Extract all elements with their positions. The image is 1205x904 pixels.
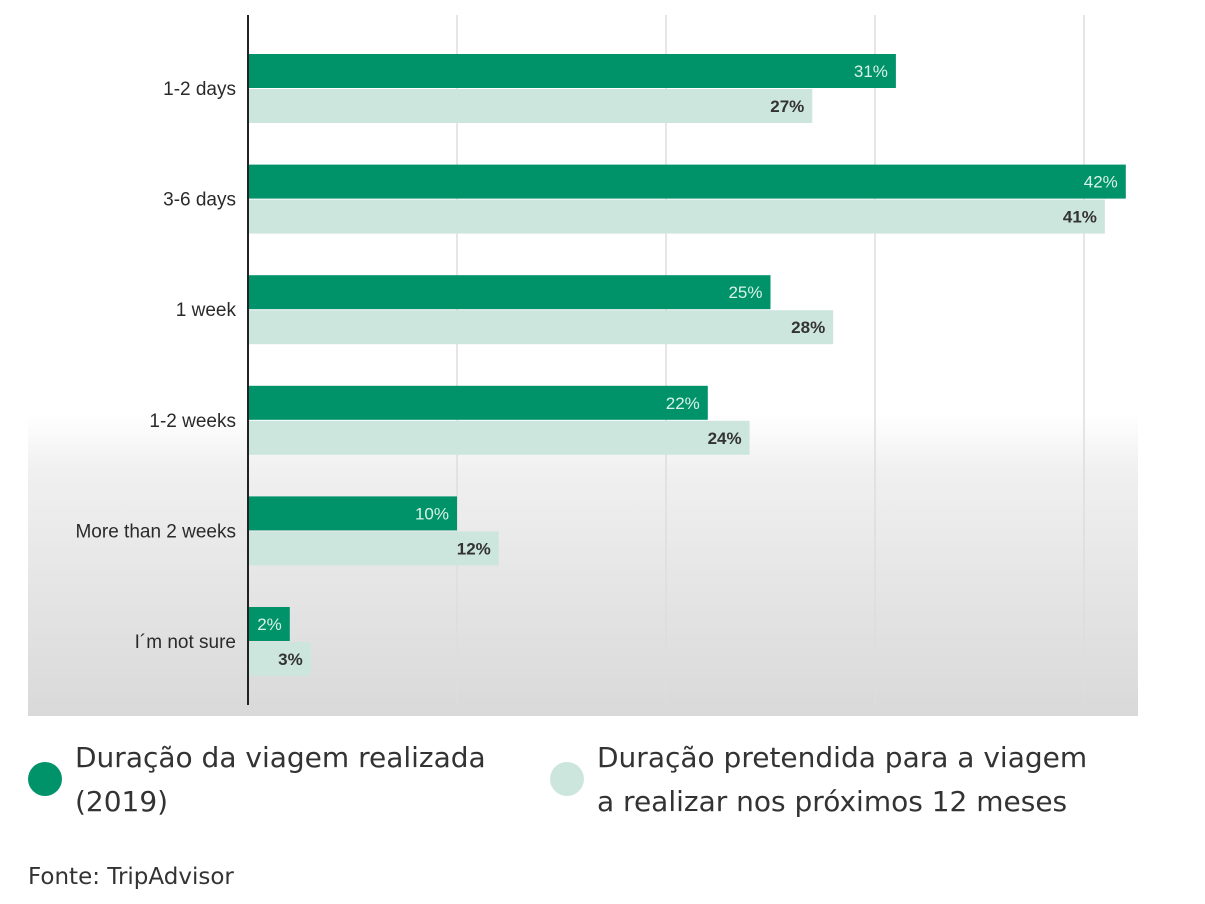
value-label-realizada-2: 25%: [728, 283, 762, 302]
bar-realizada-3: [248, 385, 708, 420]
legend-label-realizada-line2: (2019): [75, 785, 169, 818]
bar-pretendida-3: [248, 420, 750, 455]
legend-label-pretendida-line1: Duração pretendida para a viagem: [597, 741, 1088, 774]
bar-pretendida-2: [248, 310, 834, 345]
legend-label-pretendida-line2: a realizar nos próximos 12 meses: [597, 785, 1068, 818]
value-label-realizada-3: 22%: [666, 394, 700, 413]
legend-item-pretendida: Duração pretendida para a viagem a reali…: [550, 736, 1087, 824]
category-label-2: 1 week: [176, 300, 237, 321]
bar-realizada-5: [248, 607, 290, 641]
category-label-3: 1-2 weeks: [149, 411, 236, 432]
bar-pretendida-0: [248, 89, 813, 123]
bar-realizada-1: [248, 164, 1126, 199]
value-label-realizada-1: 42%: [1084, 173, 1118, 192]
value-label-pretendida-5: 3%: [278, 650, 303, 669]
value-label-pretendida-3: 24%: [708, 429, 742, 448]
chart-area: 31% 27% 1-2 days 42% 41% 3-6 days 25% 28% 1 week…: [28, 0, 1138, 716]
bar-realizada-4: [248, 496, 457, 531]
value-label-realizada-5: 2%: [257, 615, 282, 634]
value-label-pretendida-2: 28%: [791, 318, 825, 337]
legend-item-realizada: Duração da viagem realizada (2019): [28, 736, 486, 824]
legend-label-realizada: Duração da viagem realizada (2019): [75, 736, 486, 824]
value-label-pretendida-1: 41%: [1063, 208, 1097, 227]
source-note: Fonte: TripAdvisor: [28, 864, 234, 890]
category-label-4: More than 2 weeks: [75, 521, 236, 542]
value-label-realizada-0: 31%: [854, 62, 888, 81]
category-label-5: I´m not sure: [135, 632, 236, 653]
legend-label-realizada-line1: Duração da viagem realizada: [75, 741, 486, 774]
value-label-pretendida-0: 27%: [770, 97, 804, 116]
bar-realizada-2: [248, 275, 771, 310]
value-label-realizada-4: 10%: [415, 504, 449, 523]
value-label-pretendida-4: 12%: [457, 539, 491, 558]
bar-pretendida-1: [248, 199, 1105, 234]
legend: Duração da viagem realizada (2019) Duraç…: [28, 736, 1178, 836]
category-label-1: 3-6 days: [163, 190, 236, 211]
legend-dot-realizada: [28, 762, 62, 796]
legend-label-pretendida: Duração pretendida para a viagem a reali…: [597, 736, 1087, 824]
bar-realizada-0: [248, 54, 896, 88]
bar-chart: 31% 27% 1-2 days 42% 41% 3-6 days 25% 28% 1 week…: [75, 15, 1126, 705]
category-label-0: 1-2 days: [163, 79, 236, 100]
legend-dot-pretendida: [550, 762, 584, 796]
bar-pretendida-4: [248, 531, 499, 566]
bar-pretendida-5: [248, 642, 311, 676]
